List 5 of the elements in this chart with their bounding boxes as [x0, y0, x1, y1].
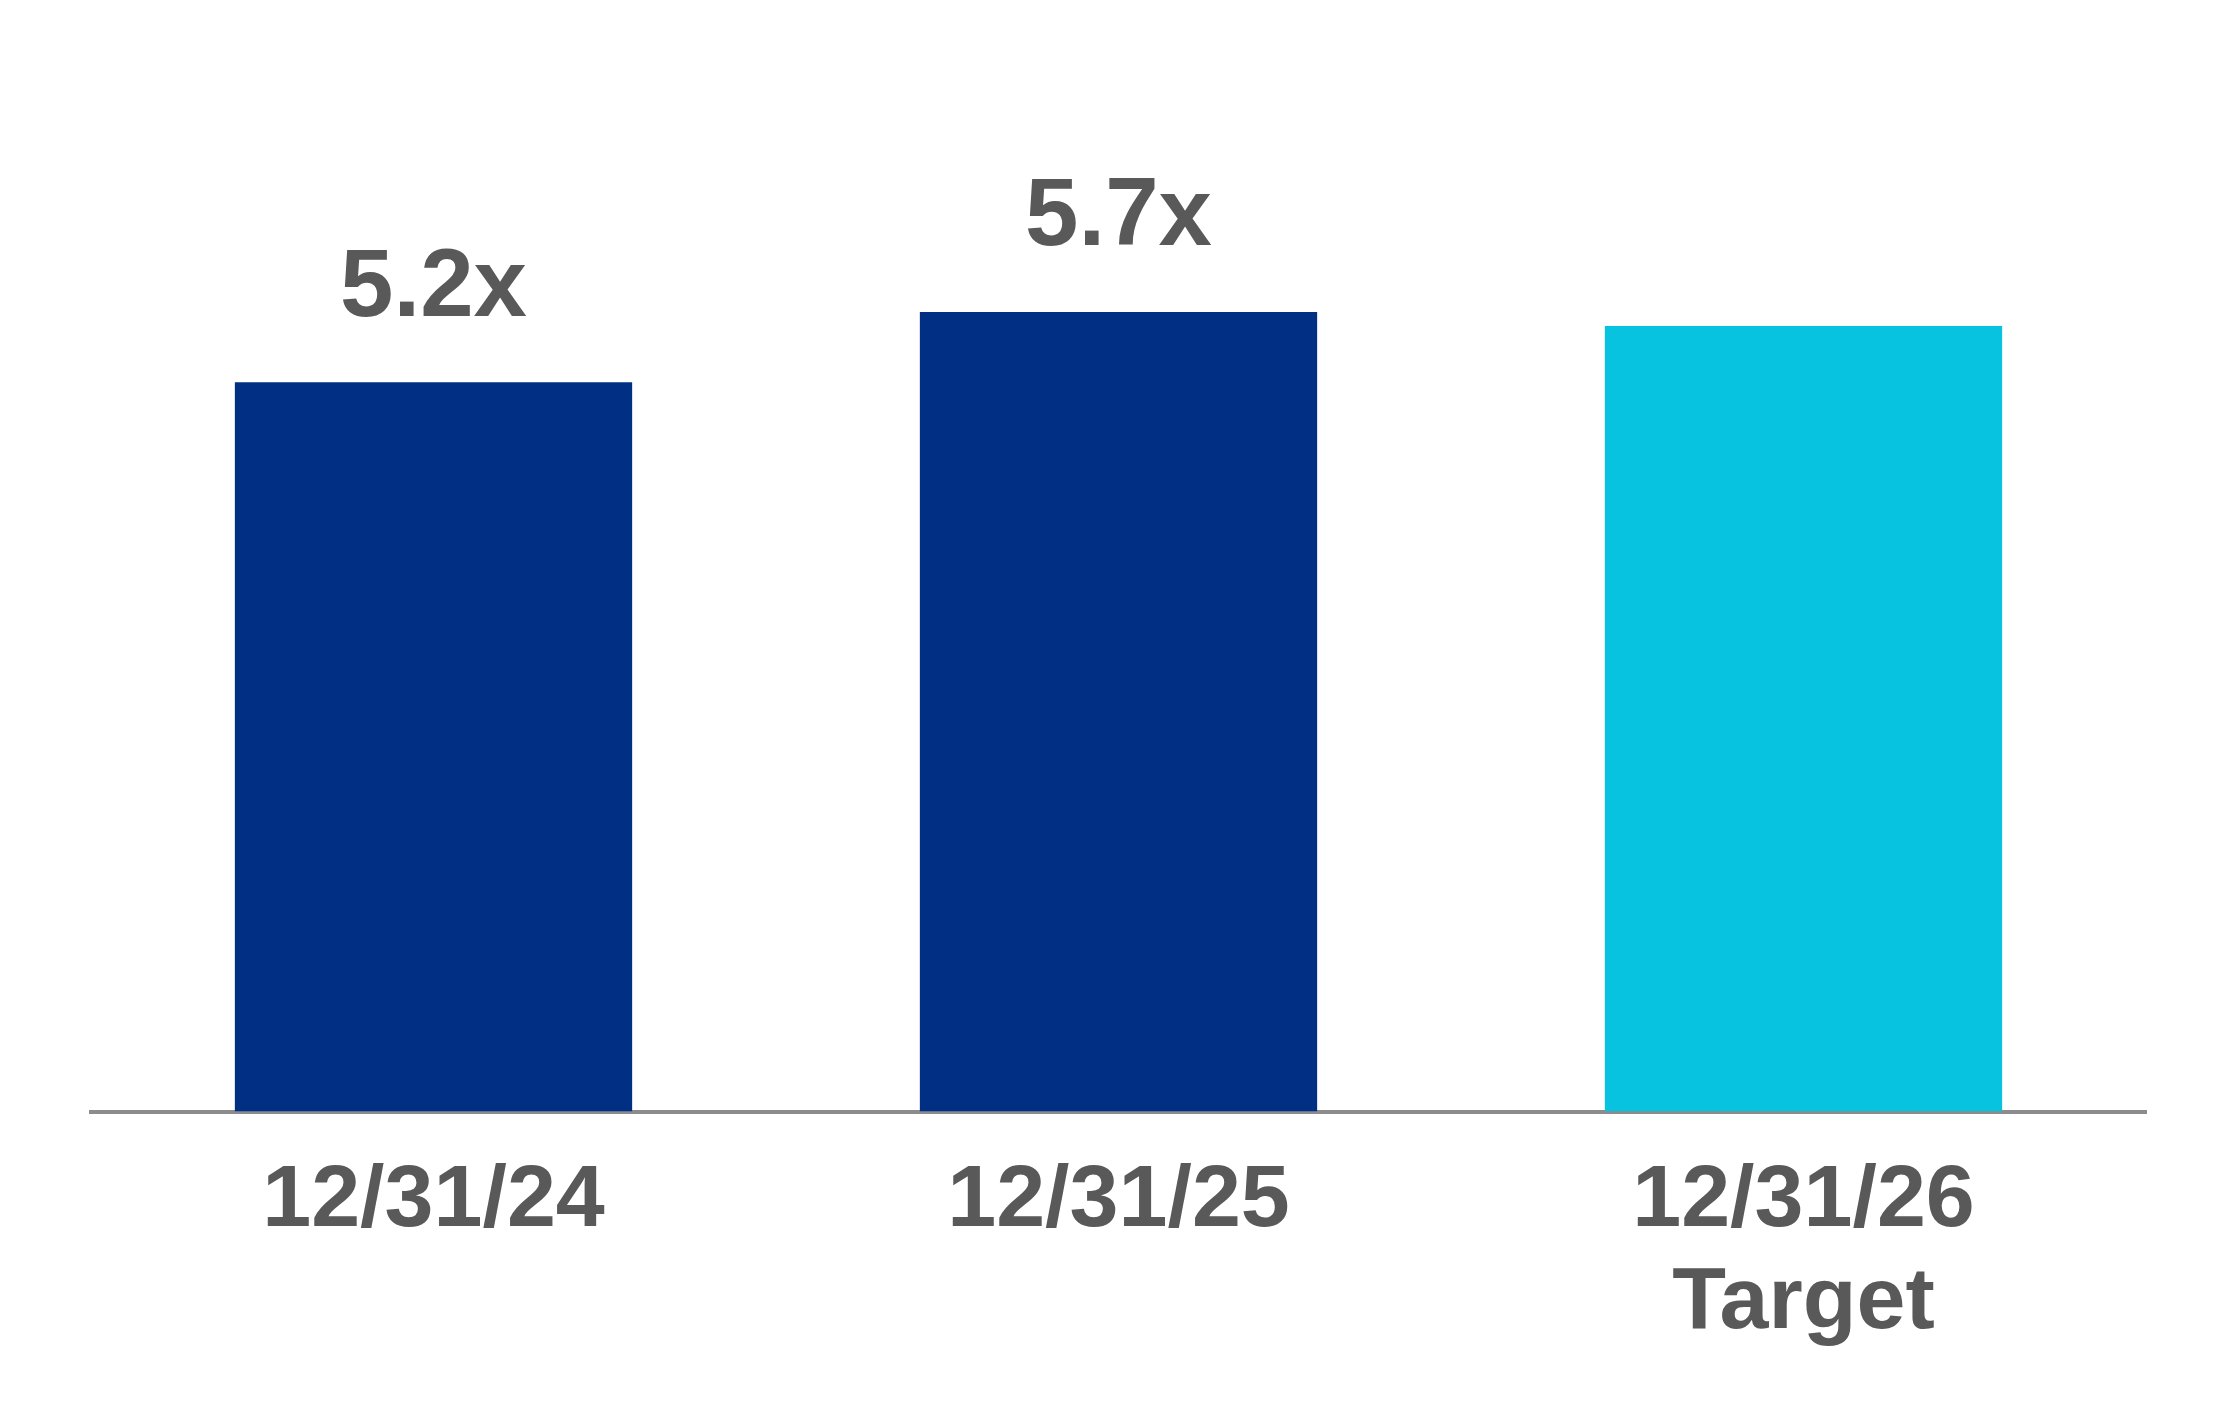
x-tick-label: 12/31/26 Target — [1632, 1146, 1975, 1347]
data-label: 5.7x — [1025, 158, 1212, 266]
x-tick-label: 12/31/24 — [262, 1146, 605, 1246]
x-tick-label: 12/31/25 — [947, 1146, 1290, 1246]
data-label: 5.2x — [340, 228, 527, 336]
